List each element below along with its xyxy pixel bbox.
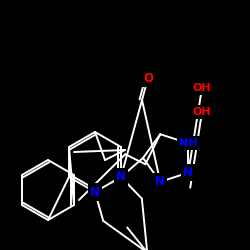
Text: NH: NH	[179, 138, 198, 148]
Text: O: O	[143, 72, 153, 85]
Text: OH: OH	[193, 107, 211, 117]
Text: N: N	[183, 166, 193, 179]
Text: N: N	[116, 170, 126, 183]
Text: N: N	[155, 175, 165, 188]
Text: OH: OH	[193, 83, 211, 93]
Text: N: N	[90, 186, 100, 198]
